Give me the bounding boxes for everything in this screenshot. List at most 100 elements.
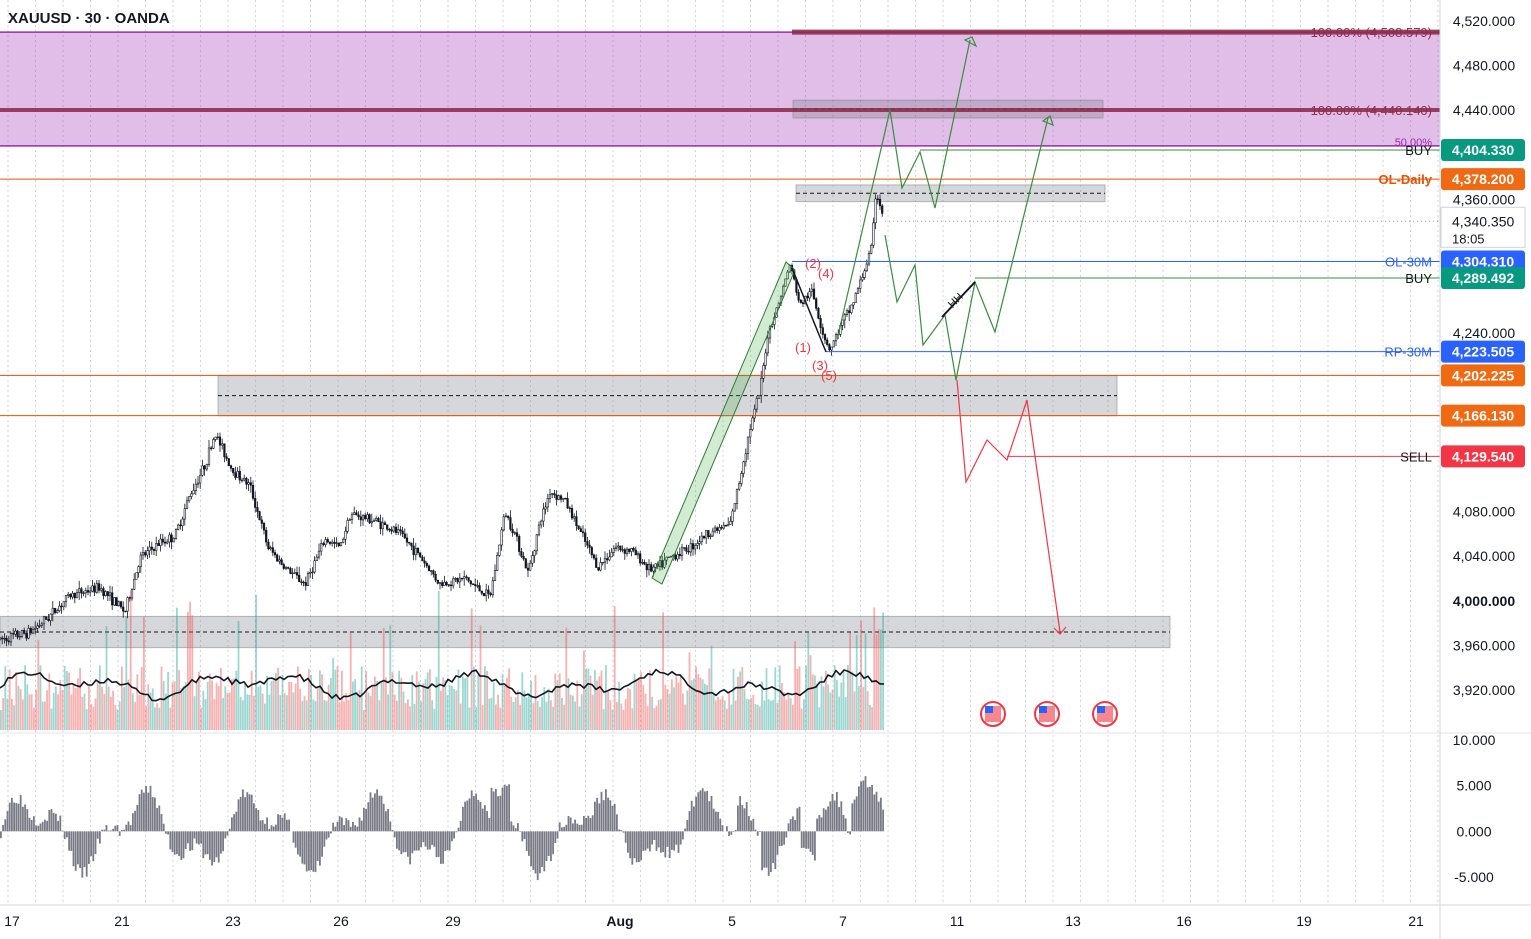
volume-bar (338, 702, 341, 730)
candle-body (403, 533, 406, 539)
candle-body (58, 605, 61, 612)
volume-bar (820, 676, 823, 730)
candle-body (251, 484, 255, 499)
candle-body (267, 541, 270, 550)
oscillator-bar (554, 831, 557, 844)
volume-bar (418, 681, 420, 730)
volume-bar (297, 666, 299, 730)
volume-bar (638, 677, 640, 730)
candle-body (124, 610, 127, 613)
volume-bar (110, 696, 112, 730)
oscillator-bar (798, 806, 801, 832)
oscillator-bar (30, 819, 33, 832)
oscillator-bar (160, 814, 163, 832)
volume-bar (741, 667, 744, 730)
candle-body (377, 518, 380, 522)
volume-bar (796, 668, 799, 730)
candle-body (328, 541, 332, 544)
oscillator-bar (609, 800, 612, 832)
volume-bar (864, 633, 867, 730)
oscillator-bar (321, 831, 323, 857)
candle-body (174, 529, 178, 539)
volume-bar (176, 607, 178, 730)
oscillator-bar (83, 831, 86, 868)
oscillator-bar (226, 831, 229, 836)
candle-body (25, 633, 28, 639)
symbol-title[interactable]: XAUUSD · 30 · OANDA (8, 10, 170, 27)
volume-bar (402, 691, 405, 730)
candle-body (227, 458, 230, 466)
candle-body (526, 567, 530, 571)
candle-body (817, 308, 820, 319)
volume-bar (151, 688, 154, 730)
candle-body (865, 263, 868, 272)
candle-body (364, 514, 367, 520)
candle-body (254, 497, 257, 508)
volume-bar (534, 674, 537, 730)
volume-bar (662, 612, 664, 730)
candle-body (163, 541, 167, 544)
time-axis[interactable]: 17 21 23 26 29 Aug 5 7 11 13 16 19 21 (0, 904, 1531, 929)
volume-bar (849, 632, 851, 730)
rp-30m-price-tag-text: 4,223.505 (1452, 344, 1514, 360)
candle-body (78, 588, 81, 593)
volume-bar (81, 696, 84, 730)
volume-bar (651, 696, 653, 730)
volume-bar (193, 696, 196, 730)
candle-body (278, 559, 281, 562)
volume-bar (660, 699, 662, 730)
ol-daily-price-tag-text: 4,378.200 (1452, 171, 1514, 187)
oscillator-bar (50, 809, 53, 832)
oscillator-bar (288, 819, 290, 832)
volume-bar (213, 699, 216, 730)
candle-body (38, 625, 41, 627)
candle-body (144, 552, 147, 556)
volume-bar (145, 706, 147, 730)
oscillator-bar (96, 831, 99, 839)
candle-body (614, 546, 618, 549)
volume-bar (0, 709, 2, 730)
oscillator-bar (594, 801, 596, 832)
oscillator-bar (833, 800, 836, 832)
oscillator-bar (503, 784, 506, 832)
candle-body (806, 295, 809, 299)
oscillator-bar (602, 800, 605, 832)
volume-bar (484, 666, 486, 730)
volume-bar (576, 680, 579, 730)
oscillator-bar (48, 809, 51, 832)
oscillator-bar (550, 831, 552, 862)
oscillator-bar (244, 797, 246, 832)
oscillator-bar (860, 781, 862, 832)
volume-bar (374, 676, 376, 730)
candle-body (493, 570, 497, 581)
candle-body (84, 590, 87, 594)
price-tick-label: 4,240.000 (1453, 325, 1515, 341)
volume-bar (789, 698, 792, 730)
volume-bar (303, 695, 306, 730)
candle-body (245, 477, 248, 485)
candle-body (711, 530, 714, 537)
oscillator-bar (347, 820, 350, 832)
volume-bar (514, 697, 517, 730)
volume-bar (866, 691, 869, 730)
volume-bar (123, 687, 125, 730)
candle-body (698, 541, 701, 544)
buy-lower-price-tag (1441, 267, 1525, 290)
candle-body (850, 304, 853, 314)
volume-bar (715, 700, 717, 730)
candle-body (639, 553, 642, 564)
oscillator-bar (418, 831, 420, 851)
volume-bar (233, 678, 235, 730)
candle-body (449, 584, 453, 587)
volume-bar (486, 670, 488, 730)
volume-bar (310, 674, 312, 730)
candle-body (744, 453, 747, 463)
oscillator-bar (158, 805, 161, 832)
candle-body (368, 514, 371, 524)
candle-body (625, 548, 629, 554)
candle-body (82, 592, 85, 594)
candle-body (238, 471, 241, 481)
volume-bar (363, 709, 365, 730)
